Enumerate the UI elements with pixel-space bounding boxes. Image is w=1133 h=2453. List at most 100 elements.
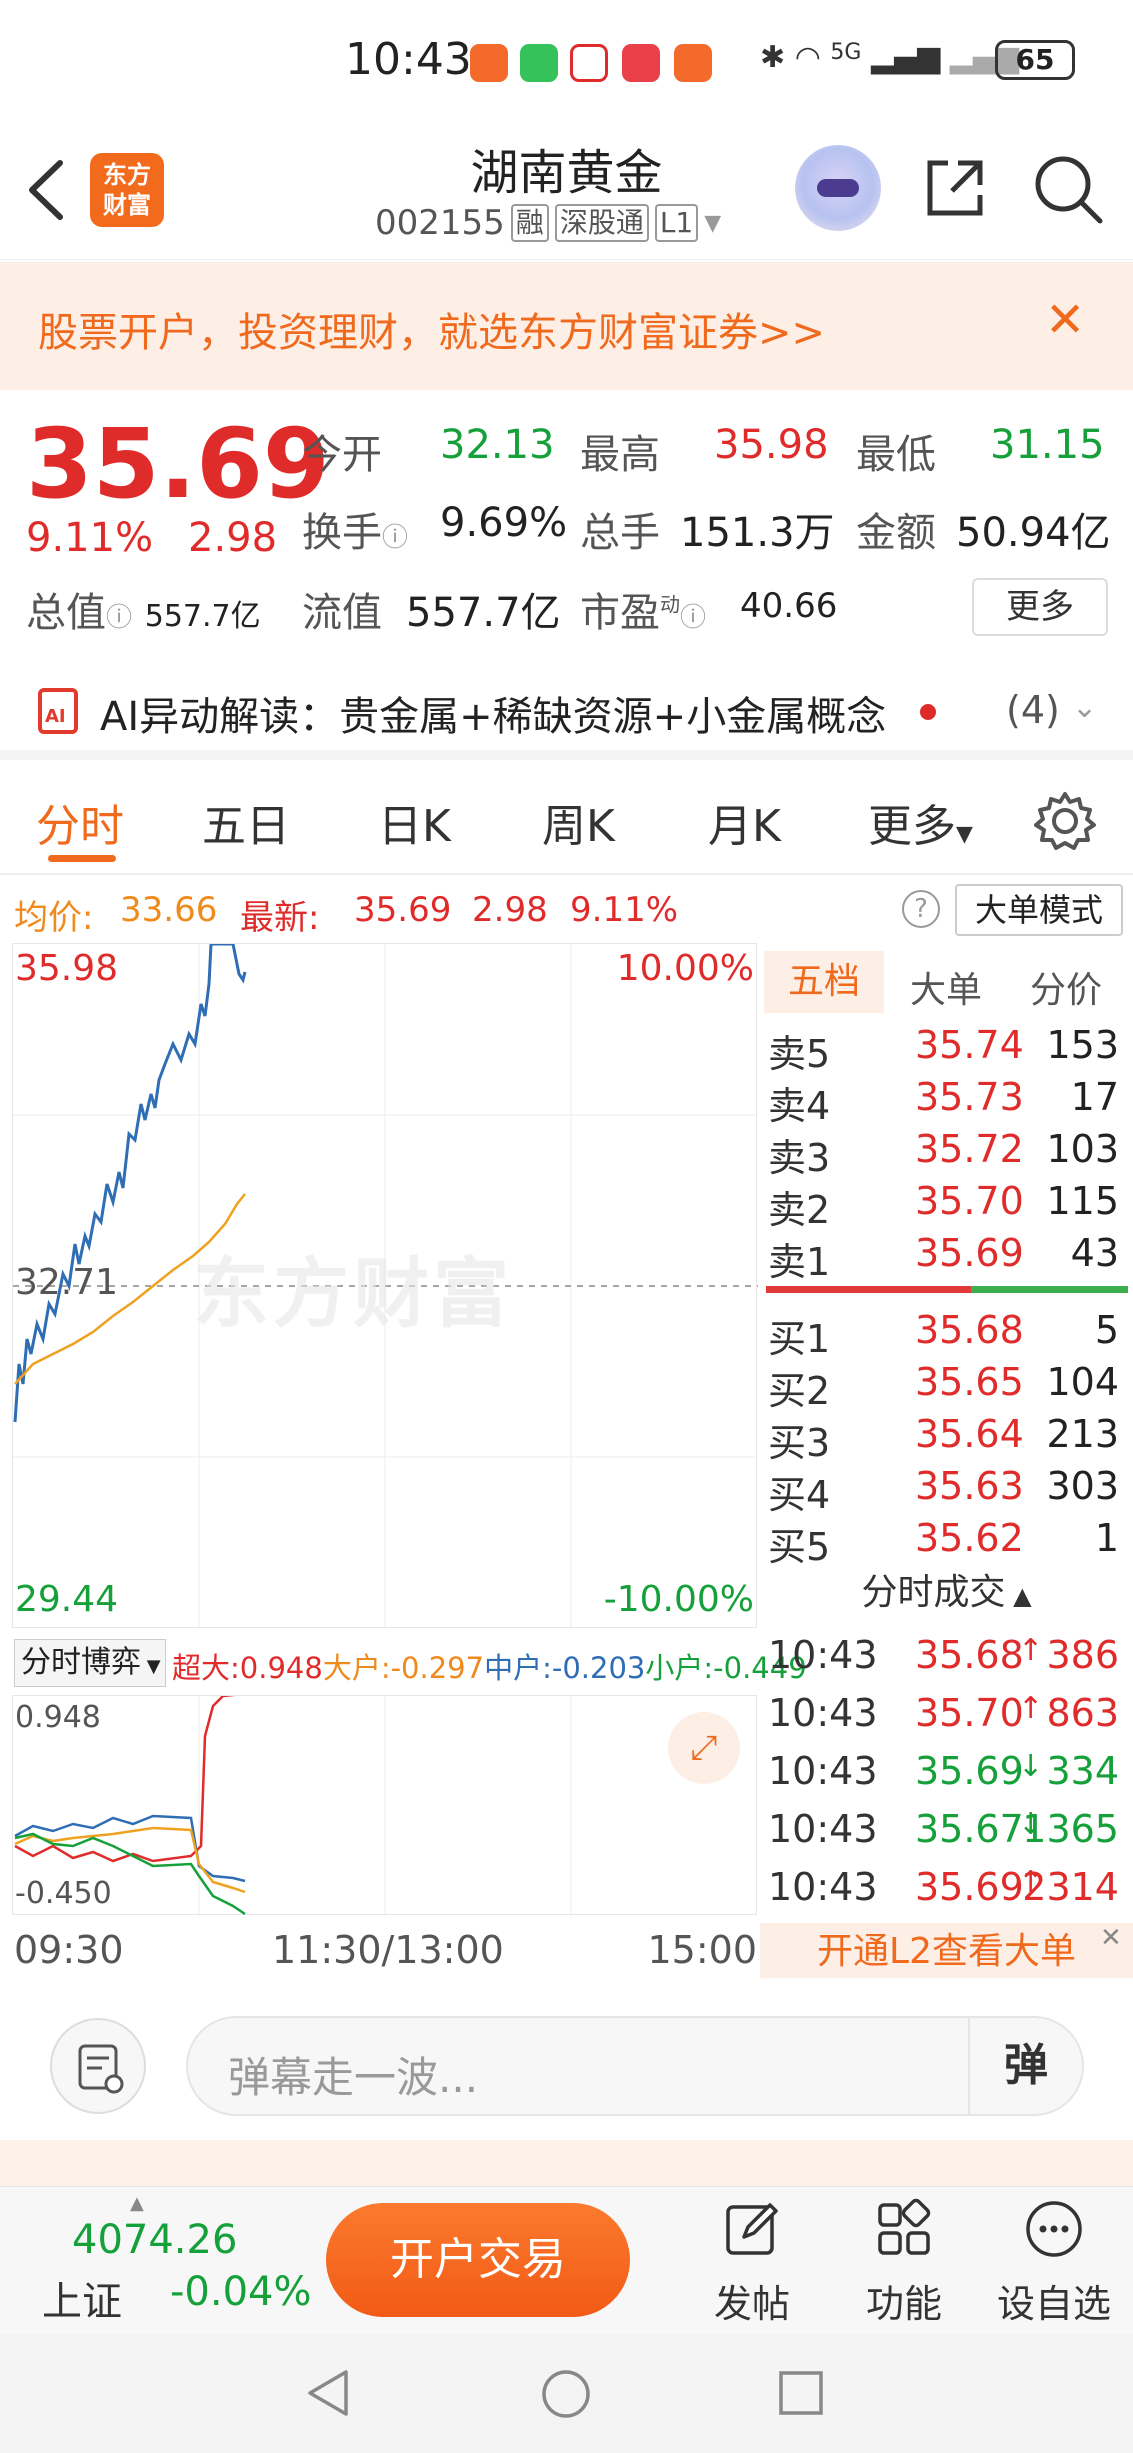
post-button[interactable]: 发帖 (682, 2197, 822, 2328)
index-name[interactable]: 上证 (42, 2279, 122, 2325)
ai-robot-avatar[interactable] (795, 145, 881, 231)
ask-volume: 43 (1070, 1231, 1119, 1275)
tab-intraday[interactable]: 分时 (36, 801, 124, 852)
network-label: 5G (830, 40, 862, 65)
status-time: 10:43 (345, 34, 472, 85)
trades-title[interactable]: 分时成交 ▲ (861, 1572, 1032, 1613)
trade-button[interactable]: 开户交易 (326, 2203, 630, 2317)
tab-five-day[interactable]: 五日 (202, 801, 290, 852)
tab-weekly-k[interactable]: 周K (542, 801, 615, 852)
change-percent: 9.11% (26, 515, 154, 561)
eastmoney-logo[interactable]: 东方 财富 (90, 153, 164, 227)
amount-label: 金额 (856, 510, 936, 556)
low-label: 最低 (856, 432, 936, 478)
tab-five-levels[interactable]: 五档 (764, 951, 884, 1013)
chart-top-pct: 10.00% (616, 948, 754, 989)
close-l2-icon[interactable]: ✕ (1100, 1923, 1122, 1953)
close-icon[interactable]: ✕ (1045, 292, 1086, 348)
ask-row[interactable]: 卖3 35.72 103 (760, 1127, 1133, 1180)
more-button[interactable]: 更多 (972, 578, 1108, 636)
open-value: 32.13 (440, 422, 555, 468)
ask-row[interactable]: 卖5 35.74 153 (760, 1023, 1133, 1076)
stock-subtitle[interactable]: 002155 融 深股通 L1 ▼ (375, 203, 721, 243)
open-label: 今开 (302, 432, 382, 478)
trade-price: 35.69 (915, 1749, 1024, 1793)
danmaku-toggle-button[interactable]: 弹 (968, 2018, 1082, 2114)
add-watchlist-button[interactable]: 设自选 (984, 2197, 1124, 2328)
pe-label: 市盈动ⓘ (580, 590, 707, 636)
index-value[interactable]: 4074.26 (72, 2217, 238, 2263)
system-back-icon[interactable] (306, 2368, 350, 2418)
time-axis-start: 09:30 (14, 1928, 124, 1972)
tab-monthly-k[interactable]: 月K (708, 801, 781, 852)
share-icon[interactable] (920, 153, 990, 223)
time-axis-end: 15:00 (647, 1928, 757, 1972)
trade-row: 10:43 35.67 ↓ 1365 (760, 1807, 1133, 1859)
chart-mid-price: 32.71 (15, 1262, 119, 1303)
tab-big-orders[interactable]: 大单 (910, 970, 983, 1011)
grid-icon (878, 2198, 931, 2255)
caret-up-icon: ▲ (130, 2193, 144, 2214)
tab-price-dist[interactable]: 分价 (1030, 970, 1103, 1011)
bid-row[interactable]: 买3 35.64 213 (760, 1412, 1133, 1465)
open-l2-button[interactable]: 开通L2查看大单 (760, 1923, 1133, 1980)
intraday-chart-svg (13, 944, 758, 1629)
trade-time: 10:43 (768, 1691, 878, 1735)
bid-volume: 303 (1046, 1464, 1119, 1508)
avg-value: 33.66 (120, 890, 218, 930)
fund-axis-bottom: -0.450 (15, 1876, 112, 1911)
trade-direction-icon: ↑ (1018, 1691, 1044, 1726)
fund-flow-select[interactable]: 分时博弈 ▼ (14, 1639, 166, 1687)
bid-volume: 213 (1046, 1412, 1119, 1456)
last-pct: 9.11% (570, 890, 679, 930)
functions-button[interactable]: 功能 (834, 2197, 974, 2328)
bid-row[interactable]: 买2 35.65 104 (760, 1360, 1133, 1413)
bid-ask-ratio-bar (766, 1286, 1128, 1293)
ai-insight-text[interactable]: AI异动解读：贵金属+稀缺资源+小金属概念 (100, 694, 887, 740)
expand-icon[interactable]: ⤢ (668, 1712, 740, 1784)
bid-level-label: 买4 (768, 1473, 831, 1517)
bid-ratio (971, 1286, 1128, 1293)
ai-insight-row[interactable]: AI AI异动解读：贵金属+稀缺资源+小金属概念 (4) ⌄ (0, 660, 1133, 760)
system-home-icon[interactable] (540, 2368, 592, 2420)
system-nav-bar (0, 2334, 1133, 2453)
ask-row[interactable]: 卖2 35.70 115 (760, 1179, 1133, 1232)
bid-row[interactable]: 买4 35.63 303 (760, 1464, 1133, 1517)
turnover-value: 9.69% (440, 500, 568, 546)
tab-daily-k[interactable]: 日K (378, 801, 451, 852)
system-recents-icon[interactable] (778, 2370, 824, 2416)
trade-row: 10:43 35.70 ↑ 863 (760, 1691, 1133, 1743)
bid-price: 35.65 (915, 1360, 1024, 1404)
ask-level-label: 卖5 (768, 1032, 831, 1076)
intraday-chart[interactable]: 东方财富 35.98 10.00% 32.71 29.44 -10.00% (12, 943, 758, 1629)
battery-icon: 65 (995, 40, 1075, 80)
bid-row[interactable]: 买1 35.68 5 (760, 1308, 1133, 1361)
volume-value: 151.3万 (680, 510, 835, 556)
back-icon[interactable] (22, 155, 72, 225)
ask-price: 35.72 (915, 1127, 1024, 1171)
ask-row[interactable]: 卖4 35.73 17 (760, 1075, 1133, 1128)
danmaku-input[interactable]: 弹幕走一波... 弹 (186, 2016, 1084, 2116)
bid-row[interactable]: 买5 35.62 1 (760, 1516, 1133, 1569)
fund-flow-chart[interactable]: 0.948 -0.450 ⤢ (12, 1695, 757, 1916)
danmaku-settings-icon[interactable] (50, 2018, 146, 2114)
promo-text[interactable]: 股票开户，投资理财，就选东方财富证券>> (38, 310, 826, 356)
amount-value: 50.94亿 (956, 510, 1111, 556)
search-icon[interactable] (1030, 151, 1106, 227)
ask-level-label: 卖2 (768, 1188, 831, 1232)
big-order-mode-button[interactable]: 大单模式 (955, 884, 1123, 936)
ask-row[interactable]: 卖1 35.69 43 (760, 1231, 1133, 1284)
help-icon[interactable]: ? (902, 890, 940, 928)
index-change[interactable]: -0.04% (170, 2269, 312, 2315)
dropdown-arrow-icon: ▼ (141, 1656, 161, 1677)
ai-count: (4) (1006, 688, 1060, 732)
bid-price: 35.63 (915, 1464, 1024, 1508)
promo-banner[interactable]: 股票开户，投资理财，就选东方财富证券>> ✕ (0, 262, 1133, 390)
trade-time: 10:43 (768, 1865, 878, 1909)
tab-more[interactable]: 更多▼ (868, 801, 973, 852)
watermark: 东方财富 (193, 1249, 513, 1338)
settings-gear-icon[interactable] (1034, 790, 1096, 852)
trade-row: 10:43 35.68 ↑ 386 (760, 1633, 1133, 1685)
chevron-down-icon[interactable]: ⌄ (1072, 690, 1098, 725)
trade-direction-icon: ↓ (1018, 1749, 1044, 1784)
